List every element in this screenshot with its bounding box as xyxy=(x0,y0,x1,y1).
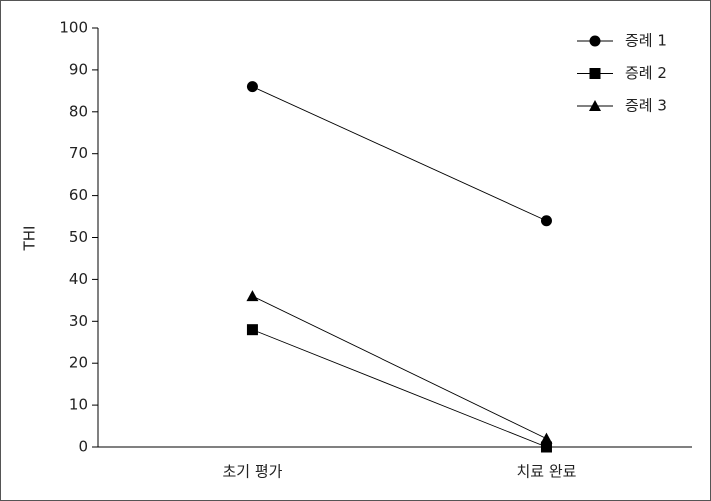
marker xyxy=(246,290,259,302)
y-tick-label: 0 xyxy=(78,438,88,456)
y-tick-label: 20 xyxy=(69,354,88,372)
y-tick-label: 100 xyxy=(59,19,88,37)
x-tick-label: 치료 완료 xyxy=(516,463,576,481)
series-line xyxy=(252,295,547,440)
legend-marker xyxy=(589,68,601,79)
marker xyxy=(540,441,552,453)
marker xyxy=(246,324,258,336)
x-tick-label: 초기 평가 xyxy=(222,463,282,481)
y-axis-label: THI xyxy=(21,226,39,252)
marker xyxy=(540,432,553,444)
legend-marker xyxy=(589,35,601,47)
y-tick-label: 50 xyxy=(69,228,88,246)
y-tick-label: 80 xyxy=(69,102,88,120)
y-tick-label: 90 xyxy=(69,60,88,78)
y-tick-label: 30 xyxy=(69,312,88,330)
y-tick-label: 10 xyxy=(69,396,88,414)
legend-label: 증례 3 xyxy=(625,97,667,115)
series-line xyxy=(252,86,547,222)
y-tick-label: 60 xyxy=(69,186,88,204)
marker xyxy=(246,81,258,93)
series-line xyxy=(252,329,547,448)
y-tick-label: 70 xyxy=(69,144,88,162)
legend-marker xyxy=(589,100,601,111)
y-tick-label: 40 xyxy=(69,270,88,288)
marker xyxy=(540,215,552,227)
legend-label: 증례 2 xyxy=(625,64,667,82)
legend-label: 증례 1 xyxy=(625,32,667,50)
